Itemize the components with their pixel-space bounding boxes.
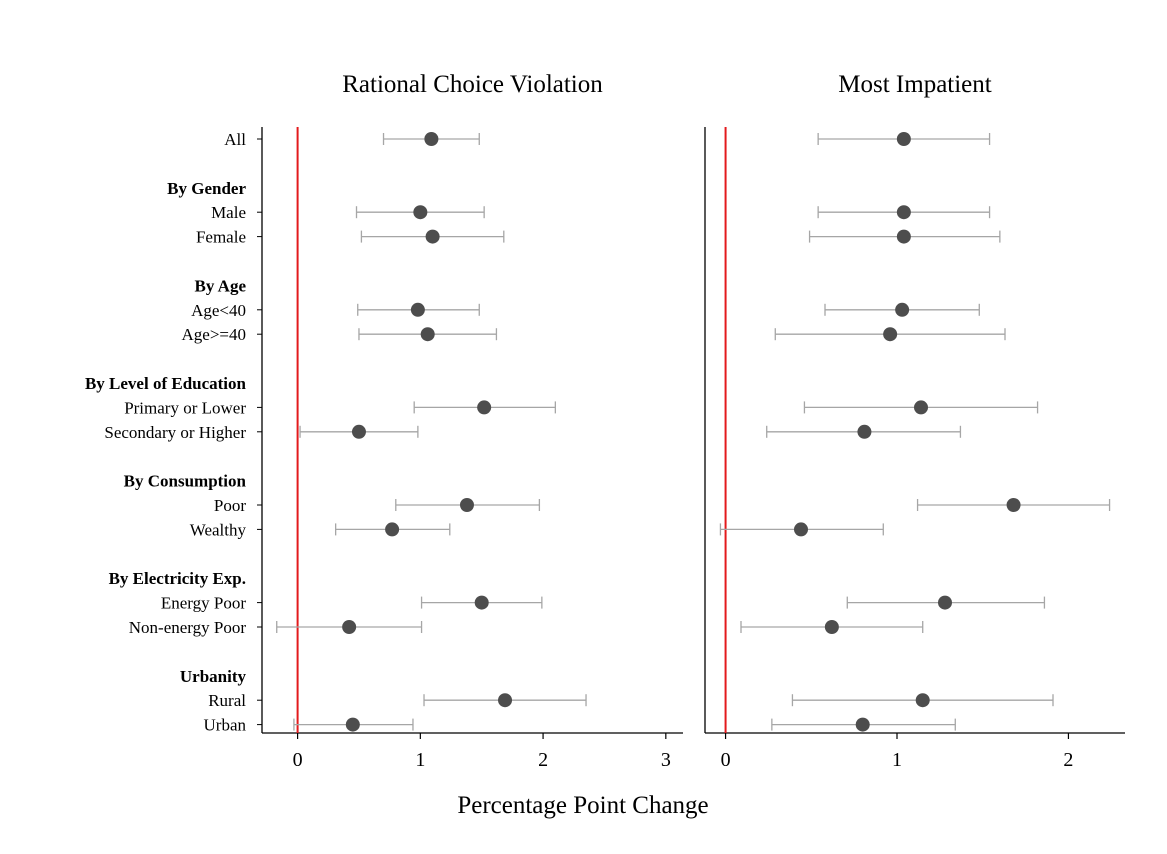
group-label: Urbanity [180, 667, 247, 686]
panel-title: Most Impatient [838, 71, 992, 98]
x-tick-label: 2 [538, 749, 548, 771]
point-estimate [914, 400, 928, 415]
point-estimate [794, 522, 808, 537]
row-label: Urban [204, 716, 247, 735]
row-label: Female [196, 228, 246, 247]
row-label: Male [211, 203, 246, 222]
point-estimate [895, 302, 910, 317]
row-label: Energy Poor [161, 594, 246, 613]
point-estimate [424, 132, 439, 146]
row-label: Rural [208, 691, 246, 710]
point-estimate [425, 229, 440, 244]
point-estimate [938, 595, 952, 610]
point-estimate [1006, 498, 1021, 512]
row-label: Age>=40 [182, 325, 247, 344]
point-estimate [896, 132, 911, 146]
row-label: Primary or Lower [124, 398, 246, 417]
x-axis-title: Percentage Point Change [457, 792, 708, 819]
x-tick-label: 1 [892, 749, 902, 771]
x-tick-label: 0 [293, 749, 303, 771]
group-label: By Level of Education [85, 374, 247, 393]
row-label: Poor [214, 496, 246, 515]
point-estimate [855, 717, 870, 732]
x-tick-label: 2 [1063, 749, 1073, 771]
x-tick-label: 3 [661, 749, 671, 771]
point-estimate [857, 424, 872, 439]
row-label: Secondary or Higher [104, 423, 246, 442]
point-estimate [345, 717, 360, 732]
panel-title: Rational Choice Violation [342, 71, 603, 98]
point-estimate [474, 595, 489, 610]
panel-1: Rational Choice Violation 0 1 2 3 [261, 71, 683, 771]
point-estimate [477, 400, 492, 415]
panel-2: Most Impatient 0 1 2 [704, 71, 1125, 771]
point-estimate [413, 205, 428, 220]
row-label: Wealthy [190, 520, 247, 539]
group-label: By Electricity Exp. [109, 569, 246, 588]
x-tick-label: 0 [721, 749, 731, 771]
row-label: Age<40 [191, 301, 246, 320]
point-estimate [385, 522, 400, 537]
point-estimate [896, 229, 911, 244]
group-label: By Age [195, 276, 247, 295]
point-estimate [824, 620, 839, 634]
row-label: All [224, 130, 246, 149]
group-label: By Consumption [124, 472, 247, 491]
group-label: By Gender [167, 179, 246, 198]
point-estimate [410, 302, 425, 317]
point-estimate [498, 693, 513, 708]
point-estimate [342, 620, 357, 634]
point-estimate [351, 424, 366, 439]
row-labels: All By Gender Male Female By Age Age<40 Age>=4… [85, 130, 262, 735]
point-estimate [459, 498, 474, 512]
point-estimate [883, 327, 898, 342]
x-tick-label: 1 [415, 749, 425, 771]
point-estimate [915, 693, 930, 708]
point-estimate [420, 327, 435, 342]
point-estimate [896, 205, 911, 220]
panels: Rational Choice Violation 0 1 2 3 Most Impati… [261, 71, 1125, 771]
row-label: Non-energy Poor [129, 618, 247, 637]
